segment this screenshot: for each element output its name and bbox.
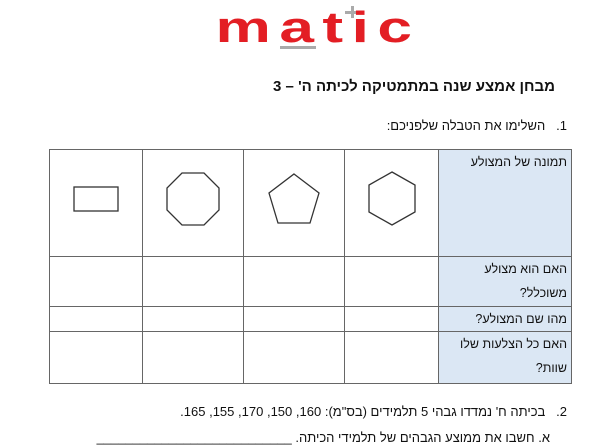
svg-text:matic: matic (216, 4, 421, 52)
question-2: 2. בכיתה ח' נמדדו גבהי 5 תלמידים (בס"מ):… (147, 403, 567, 421)
pentagon-icon (268, 173, 320, 224)
answer-cell[interactable] (142, 306, 244, 332)
question-number: 1. (556, 118, 567, 133)
octagon-icon (166, 172, 220, 226)
question-2a: א. חשבו את ממוצע הגבהים של תלמידי הכיתה.… (96, 430, 550, 445)
question-1: 1. השלימו את הטבלה שלפניכם: (387, 118, 567, 133)
hexagon-icon (367, 171, 416, 226)
row-header: תמונה של המצולע (438, 149, 572, 257)
answer-cell[interactable] (49, 331, 143, 384)
answer-cell[interactable] (344, 306, 439, 332)
shape-cell (344, 149, 439, 257)
shape-cell (49, 149, 143, 257)
answer-cell[interactable] (243, 306, 345, 332)
matic-logo: matic (216, 4, 421, 52)
answer-cell[interactable] (142, 331, 244, 384)
polygon-table: תמונה של המצולע האם הוא מצולע משוכלל? מה… (49, 149, 572, 384)
question-text: השלימו את הטבלה שלפניכם: (386, 118, 546, 133)
question-text: בכיתה ח' נמדדו גבהי 5 תלמידים (בס"מ): 16… (180, 404, 546, 419)
page-title: מבחן אמצע שנה במתמטיקה לכיתה ה' – 3 (273, 78, 555, 95)
answer-cell[interactable] (344, 331, 439, 384)
answer-cell[interactable] (49, 256, 143, 307)
shape-cell (243, 149, 345, 257)
rectangle-icon (73, 186, 119, 212)
answer-cell[interactable] (142, 256, 244, 307)
answer-cell[interactable] (49, 306, 143, 332)
answer-cell[interactable] (344, 256, 439, 307)
row-header: האם הוא מצולע משוכלל? (438, 256, 572, 307)
answer-cell[interactable] (243, 256, 345, 307)
row-header: מהו שם המצולע? (438, 306, 572, 332)
row-header: האם כל הצלעות שלו שוות? (438, 331, 572, 384)
question-number: 2. (556, 404, 567, 419)
shape-cell (142, 149, 244, 257)
answer-cell[interactable] (243, 331, 345, 384)
